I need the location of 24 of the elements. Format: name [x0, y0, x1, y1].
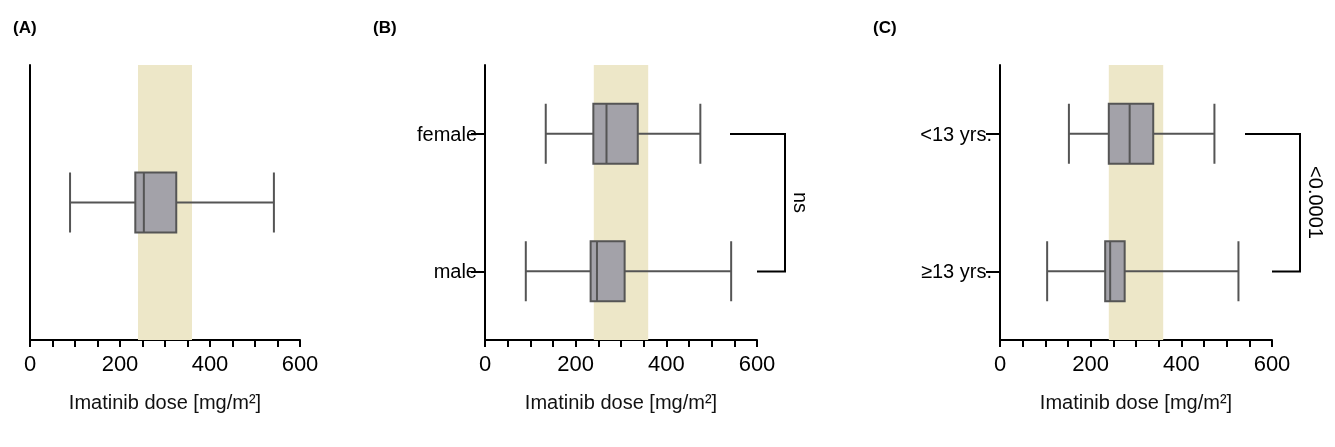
x-tick-label: 400 [1162, 350, 1200, 376]
x-tick-label: 0 [993, 350, 1007, 376]
x-tick-label: 400 [191, 350, 229, 376]
x-axis-title: Imatinib dose [mg/m²] [524, 391, 718, 413]
x-axis-title: Imatinib dose [mg/m²] [1039, 391, 1233, 413]
chart-title: (A) [13, 18, 37, 37]
x-axis-title: Imatinib dose [mg/m²] [68, 391, 262, 413]
x-tick-label: 600 [281, 350, 319, 376]
y-tick-label: male [433, 260, 477, 283]
text: ns [790, 191, 812, 214]
x-tick-label: 600 [738, 350, 776, 376]
x-tick-label: 200 [1072, 350, 1110, 376]
x-tick-label: 600 [1253, 350, 1291, 376]
x-tick-label: 0 [478, 350, 492, 376]
text: <0.0001 [1305, 166, 1327, 239]
chart-title: (B) [373, 18, 397, 37]
y-tick-label: <13 yrs. [920, 122, 992, 145]
y-tick-label: ≥13 yrs. [921, 260, 992, 283]
chart-title: (C) [873, 18, 897, 37]
y-tick-label: female [416, 122, 477, 145]
x-tick-label: 400 [647, 350, 685, 376]
x-tick-label: 200 [557, 350, 595, 376]
x-tick-label: 200 [101, 350, 139, 376]
x-tick-label: 0 [23, 350, 37, 376]
